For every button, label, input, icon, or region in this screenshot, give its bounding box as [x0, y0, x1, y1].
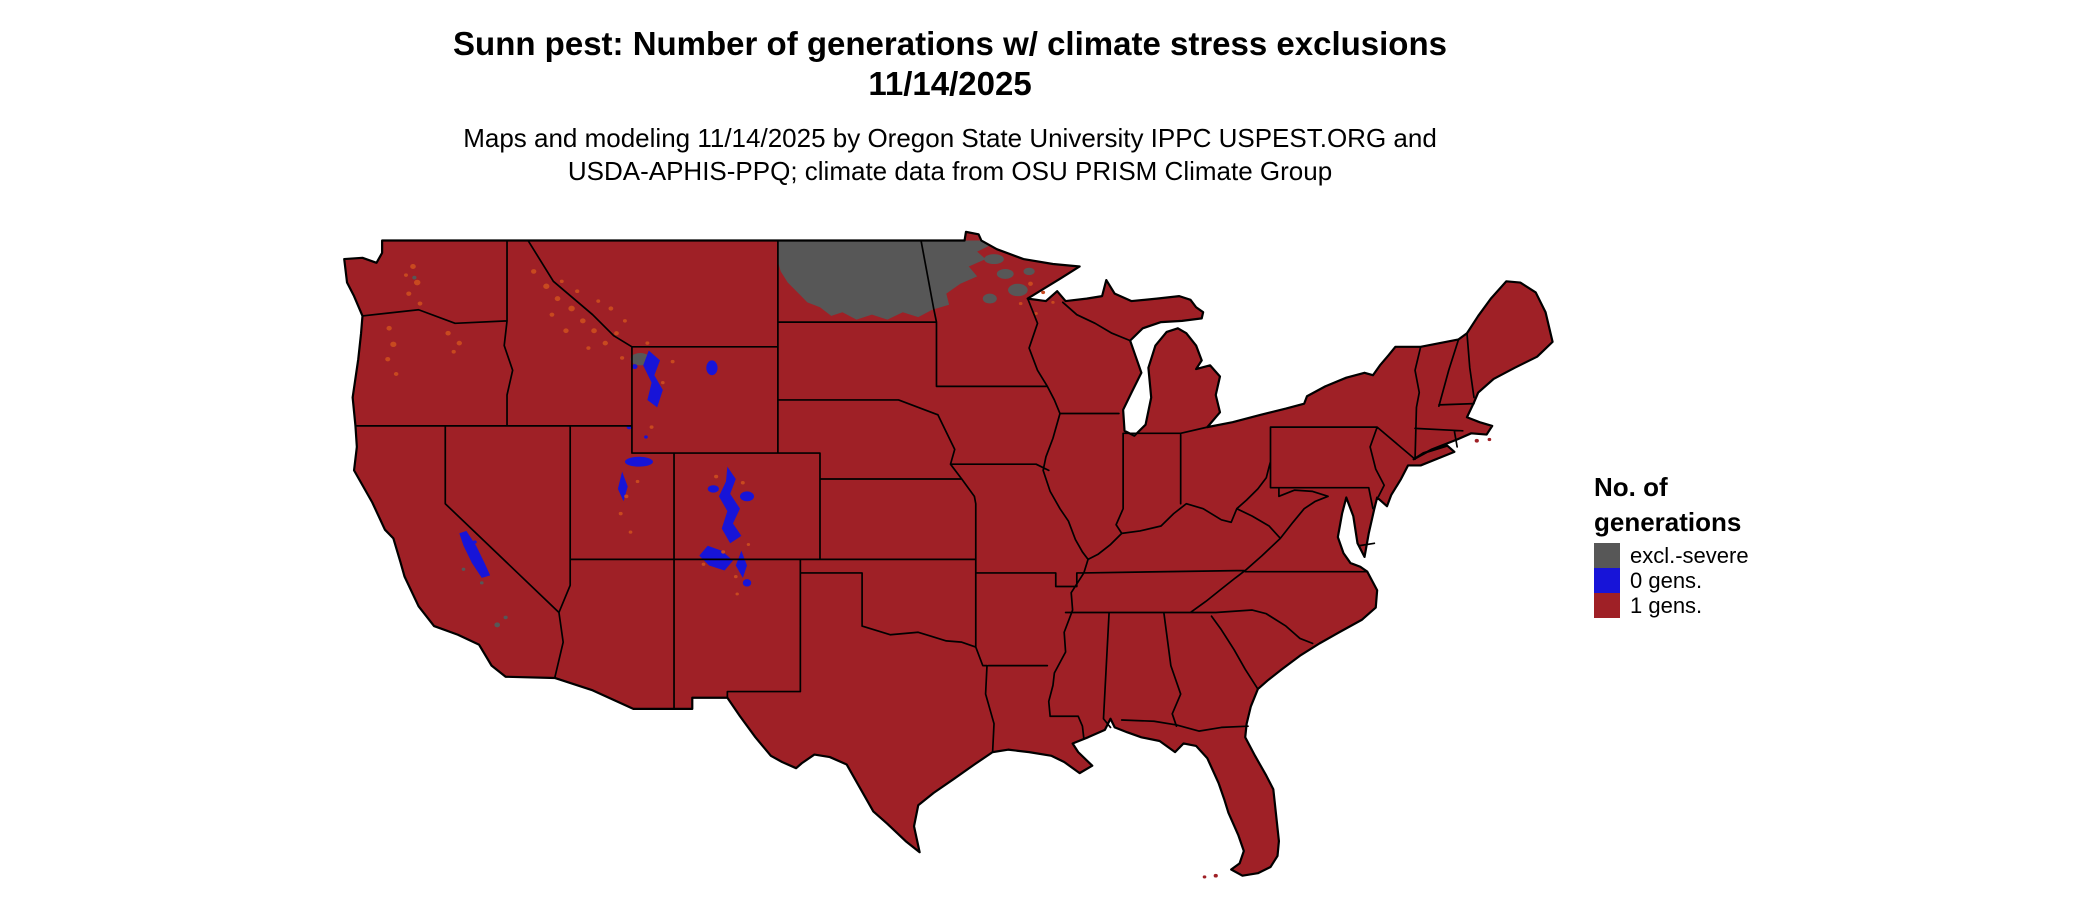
legend-swatch-excl-severe [1594, 543, 1620, 568]
excluded-speck [503, 615, 508, 620]
us-map-svg [333, 222, 1561, 879]
zero-gen-blob [739, 491, 755, 502]
florida-keys-islet [1213, 873, 1218, 878]
zero-gen-wyoming-rockies [643, 350, 663, 408]
legend-item-1-gens: 1 gens. [1594, 593, 1914, 618]
zero-gen-speck [631, 364, 638, 370]
legend-items: excl.-severe 0 gens. 1 gens. [1594, 543, 1914, 618]
us-map [333, 222, 1561, 914]
florida-keys-islet [1202, 875, 1207, 879]
us-outline [344, 232, 1552, 876]
excluded-region-north-dakota [777, 240, 990, 320]
zero-gen-blob [707, 485, 719, 493]
zero-gen-sangre-de-cristo [735, 550, 748, 578]
map-title-line1: Sunn pest: Number of generations w/ clim… [453, 25, 1447, 62]
legend-label-excl-severe: excl.-severe [1630, 542, 1749, 568]
map-title-date: 11/14/2025 [868, 65, 1032, 102]
us-land-silhouette [344, 231, 1553, 876]
excluded-speck [412, 275, 417, 280]
zero-gen-uinta [624, 456, 653, 467]
zero-gen-bighorn [706, 360, 718, 376]
excluded-speck [479, 581, 484, 585]
excluded-region-minnesota [1008, 283, 1028, 297]
attribution-line1: Maps and modeling 11/14/2025 by Oregon S… [463, 123, 1437, 153]
marthas-vineyard [1474, 438, 1479, 443]
map-attribution: Maps and modeling 11/14/2025 by Oregon S… [0, 122, 1900, 188]
legend-swatch-1-gens [1594, 593, 1620, 618]
excluded-region-minnesota [982, 293, 997, 304]
excluded-severe-regions [412, 240, 1035, 628]
excluded-speck [461, 567, 466, 571]
nantucket [1487, 437, 1492, 442]
zero-gen-wasatch [617, 471, 628, 502]
legend: No. of generations excl.-severe 0 gens. … [1594, 470, 1914, 618]
legend-title-line2: generations [1594, 507, 1742, 537]
zero-generation-regions [459, 350, 755, 587]
zero-gen-speck [472, 540, 477, 544]
legend-label-0-gens: 0 gens. [1630, 567, 1703, 593]
legend-title: No. of generations [1594, 470, 1914, 540]
zero-gen-speck [644, 435, 648, 439]
zero-gen-sierra-nevada [459, 530, 491, 578]
zero-gen-san-juans [699, 545, 733, 571]
excluded-region-minnesota [1023, 267, 1035, 276]
mountain-speckles [385, 264, 1055, 596]
excluded-region-minnesota [984, 254, 1004, 265]
island-dots [1202, 437, 1492, 879]
excluded-speck [494, 622, 501, 628]
page-title: Sunn pest: Number of generations w/ clim… [0, 24, 1900, 104]
zero-gen-colorado-rockies [718, 466, 742, 544]
excluded-region-minnesota [996, 268, 1014, 279]
legend-title-line1: No. of [1594, 472, 1668, 502]
legend-item-excl-severe: excl.-severe [1594, 543, 1914, 568]
attribution-line2: USDA-APHIS-PPQ; climate data from OSU PR… [567, 156, 1333, 186]
legend-item-0-gens: 0 gens. [1594, 568, 1914, 593]
legend-label-1-gens: 1 gens. [1630, 592, 1703, 618]
legend-swatch-0-gens [1594, 568, 1620, 593]
zero-gen-new-mexico [742, 579, 752, 587]
